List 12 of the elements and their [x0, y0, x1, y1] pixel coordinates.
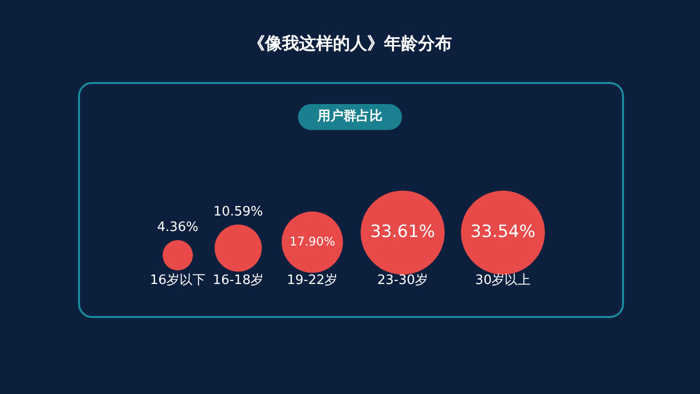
data-label: 17.90%	[289, 234, 336, 248]
data-label: 4.36%	[157, 220, 198, 235]
data-label: 10.59%	[213, 204, 263, 220]
category-label: 23-30岁	[377, 272, 428, 288]
text: 用户群占比	[298, 104, 402, 130]
category-label: 19-22岁	[286, 272, 338, 288]
category-label: 16-18岁	[212, 272, 264, 288]
category-label: 16岁以下	[150, 272, 206, 288]
text: 《像我这样的人》年龄分布	[247, 33, 453, 55]
data-label: 33.54%	[470, 222, 536, 242]
data-label: 33.61%	[370, 222, 436, 242]
category-label: 30岁以上	[475, 272, 531, 288]
